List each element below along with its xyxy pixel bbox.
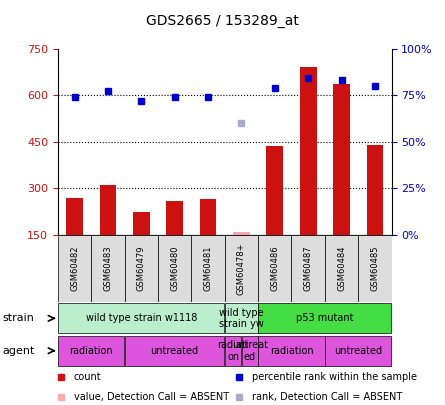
Text: wild type strain w1118: wild type strain w1118 bbox=[85, 313, 197, 323]
Bar bbox=[367, 145, 383, 235]
FancyBboxPatch shape bbox=[58, 303, 224, 333]
FancyBboxPatch shape bbox=[225, 336, 241, 366]
Text: p53 mutant: p53 mutant bbox=[296, 313, 354, 323]
Bar bbox=[166, 201, 183, 235]
Text: GSM60486: GSM60486 bbox=[270, 245, 279, 291]
FancyBboxPatch shape bbox=[91, 235, 125, 302]
FancyBboxPatch shape bbox=[258, 235, 291, 302]
Text: GSM60480: GSM60480 bbox=[170, 245, 179, 291]
Bar bbox=[267, 146, 283, 235]
Text: value, Detection Call = ABSENT: value, Detection Call = ABSENT bbox=[74, 392, 229, 402]
Text: radiation: radiation bbox=[69, 346, 113, 356]
Text: GSM60484: GSM60484 bbox=[337, 245, 346, 291]
Text: rank, Detection Call = ABSENT: rank, Detection Call = ABSENT bbox=[252, 392, 402, 402]
FancyBboxPatch shape bbox=[325, 235, 358, 302]
FancyBboxPatch shape bbox=[125, 235, 158, 302]
FancyBboxPatch shape bbox=[325, 336, 391, 366]
FancyBboxPatch shape bbox=[191, 235, 225, 302]
Text: untreat
ed: untreat ed bbox=[232, 340, 268, 362]
FancyBboxPatch shape bbox=[291, 235, 325, 302]
FancyBboxPatch shape bbox=[225, 235, 258, 302]
Text: untreated: untreated bbox=[150, 346, 199, 356]
Text: GSM60478+: GSM60478+ bbox=[237, 242, 246, 294]
FancyBboxPatch shape bbox=[259, 303, 391, 333]
Text: GSM60483: GSM60483 bbox=[103, 245, 113, 291]
Bar bbox=[133, 211, 150, 235]
Text: untreated: untreated bbox=[334, 346, 382, 356]
Text: GSM60485: GSM60485 bbox=[370, 245, 380, 291]
FancyBboxPatch shape bbox=[58, 235, 91, 302]
Bar bbox=[200, 199, 216, 235]
FancyBboxPatch shape bbox=[225, 303, 258, 333]
FancyBboxPatch shape bbox=[242, 336, 258, 366]
Bar bbox=[333, 84, 350, 235]
FancyBboxPatch shape bbox=[259, 336, 324, 366]
Text: count: count bbox=[74, 371, 101, 382]
Text: agent: agent bbox=[2, 346, 35, 356]
Bar bbox=[233, 232, 250, 235]
Text: GSM60487: GSM60487 bbox=[303, 245, 313, 291]
Bar bbox=[300, 67, 316, 235]
FancyBboxPatch shape bbox=[358, 235, 392, 302]
Bar bbox=[100, 185, 116, 235]
Text: radiati
on: radiati on bbox=[217, 340, 249, 362]
Text: GDS2665 / 153289_at: GDS2665 / 153289_at bbox=[146, 14, 299, 28]
FancyBboxPatch shape bbox=[158, 235, 191, 302]
Bar bbox=[66, 198, 83, 235]
FancyBboxPatch shape bbox=[125, 336, 224, 366]
Text: radiation: radiation bbox=[270, 346, 313, 356]
Text: GSM60481: GSM60481 bbox=[203, 245, 213, 291]
Text: percentile rank within the sample: percentile rank within the sample bbox=[252, 371, 417, 382]
Text: GSM60482: GSM60482 bbox=[70, 245, 79, 291]
Text: strain: strain bbox=[2, 313, 34, 323]
Text: GSM60479: GSM60479 bbox=[137, 245, 146, 291]
Text: wild type
strain yw: wild type strain yw bbox=[219, 307, 264, 329]
FancyBboxPatch shape bbox=[58, 336, 124, 366]
